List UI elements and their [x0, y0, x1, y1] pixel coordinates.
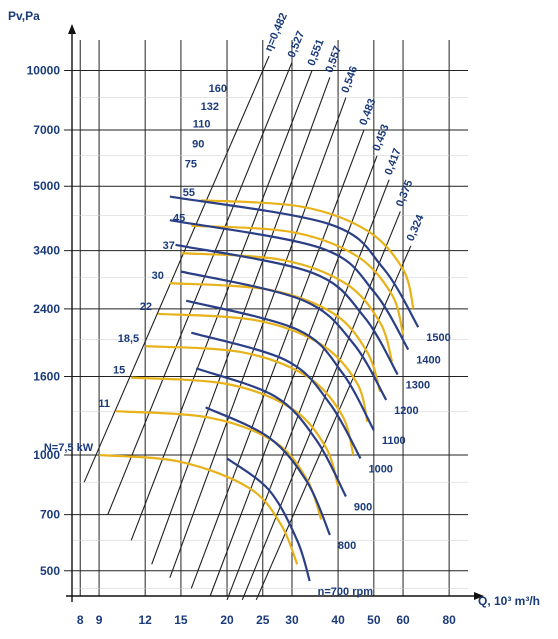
y-tick-label: 1000: [33, 448, 60, 462]
speed-label: 1500: [426, 332, 450, 344]
speed-curve: [190, 331, 362, 459]
efficiency-line: [130, 70, 313, 541]
y-axis-label: Pv,Pa: [8, 9, 40, 23]
power-label: N=7,5 kW: [44, 442, 94, 454]
efficiency-line: [209, 155, 378, 597]
speed-label: n=700 rpm: [318, 586, 374, 598]
x-tick-label: 9: [96, 613, 103, 627]
speed-curve: [169, 219, 410, 351]
speed-label: 900: [354, 502, 372, 514]
efficiency-lines: [83, 55, 412, 601]
x-axis-label: Q, 10³ m³/h: [478, 594, 540, 608]
power-curve: [200, 199, 415, 310]
y-tick-label: 3400: [33, 244, 60, 258]
speed-label: 1100: [382, 435, 406, 447]
y-tick-label: 2400: [33, 302, 60, 316]
x-tick-label: 12: [139, 613, 153, 627]
speed-curve: [195, 367, 347, 498]
efficiency-line: [255, 245, 412, 601]
speed-curves: [169, 195, 420, 582]
speed-curve: [185, 299, 375, 431]
power-label-upper: 75: [185, 158, 197, 170]
grid: [64, 40, 468, 596]
x-axis-arrow: [474, 592, 484, 600]
power-label: 55: [183, 187, 195, 199]
y-tick-label: 500: [40, 564, 60, 578]
x-tick-label: 80: [442, 613, 456, 627]
axes: 8 9 12 15 20 25 30 40 50 60 80 500 700 1000 1600 2400 34…: [27, 24, 484, 627]
power-curve: [169, 282, 382, 393]
y-tick-label: 5000: [33, 179, 60, 193]
efficiency-label: 0,546: [339, 65, 360, 95]
power-label: 37: [163, 240, 175, 252]
speed-curve: [180, 270, 388, 401]
efficiency-label: 0,324: [405, 212, 427, 243]
y-tick-label: 7000: [33, 123, 60, 137]
efficiency-label: η=0,482: [263, 11, 290, 53]
power-label: 45: [173, 213, 185, 225]
speed-curve: [175, 243, 399, 376]
power-curve: [191, 224, 405, 335]
power-label: 18,5: [118, 333, 139, 345]
efficiency-line: [226, 179, 390, 601]
x-tick-label: 15: [174, 613, 188, 627]
x-tick-label: 50: [367, 613, 381, 627]
x-tick-label: 30: [285, 613, 299, 627]
efficiency-label: 0,551: [306, 38, 327, 68]
efficiency-line: [241, 211, 401, 601]
power-label: 30: [152, 270, 164, 282]
efficiency-line: [151, 77, 331, 565]
y-axis-arrow: [68, 24, 76, 34]
x-tick-label: 60: [396, 613, 410, 627]
speed-label: 1300: [406, 379, 430, 391]
speed-label: 1400: [416, 355, 440, 367]
power-curve: [99, 453, 299, 565]
speed-curve: [205, 406, 331, 536]
speed-curve: [226, 457, 311, 582]
efficiency-label: 0,375: [394, 178, 415, 208]
power-label: 22: [140, 301, 152, 313]
efficiency-line: [190, 129, 365, 589]
efficiency-label: 0,557: [323, 44, 344, 74]
x-tick-label: 40: [331, 613, 345, 627]
y-tick-label: 10000: [27, 63, 61, 77]
x-tick-label: 25: [256, 613, 270, 627]
power-label: 11: [98, 398, 110, 410]
power-curve: [115, 410, 323, 520]
y-tick-label: 700: [40, 508, 60, 522]
speed-label: 1000: [368, 463, 392, 475]
power-label-upper: 132: [201, 101, 219, 113]
speed-curve: [169, 195, 420, 328]
curve-labels: η=0,4820,5270,5510,5570,5460,4830,4530,4…: [44, 11, 451, 598]
x-tick-label: 20: [220, 613, 234, 627]
efficiency-label: 0,527: [286, 29, 308, 59]
x-tick-label: 8: [77, 613, 84, 627]
y-tick-label: 1600: [33, 370, 60, 384]
power-label-upper: 160: [209, 83, 227, 95]
efficiency-label: 0,483: [358, 97, 379, 127]
efficiency-line: [83, 55, 270, 483]
efficiency-line: [169, 97, 347, 578]
speed-label: 1200: [394, 405, 418, 417]
power-curve: [145, 345, 355, 456]
power-label-upper: 110: [193, 119, 211, 131]
power-label: 15: [113, 365, 125, 377]
efficiency-line: [107, 62, 293, 515]
efficiency-label: 0,417: [383, 147, 404, 177]
power-label-upper: 90: [192, 139, 204, 151]
speed-label: 800: [338, 540, 356, 552]
